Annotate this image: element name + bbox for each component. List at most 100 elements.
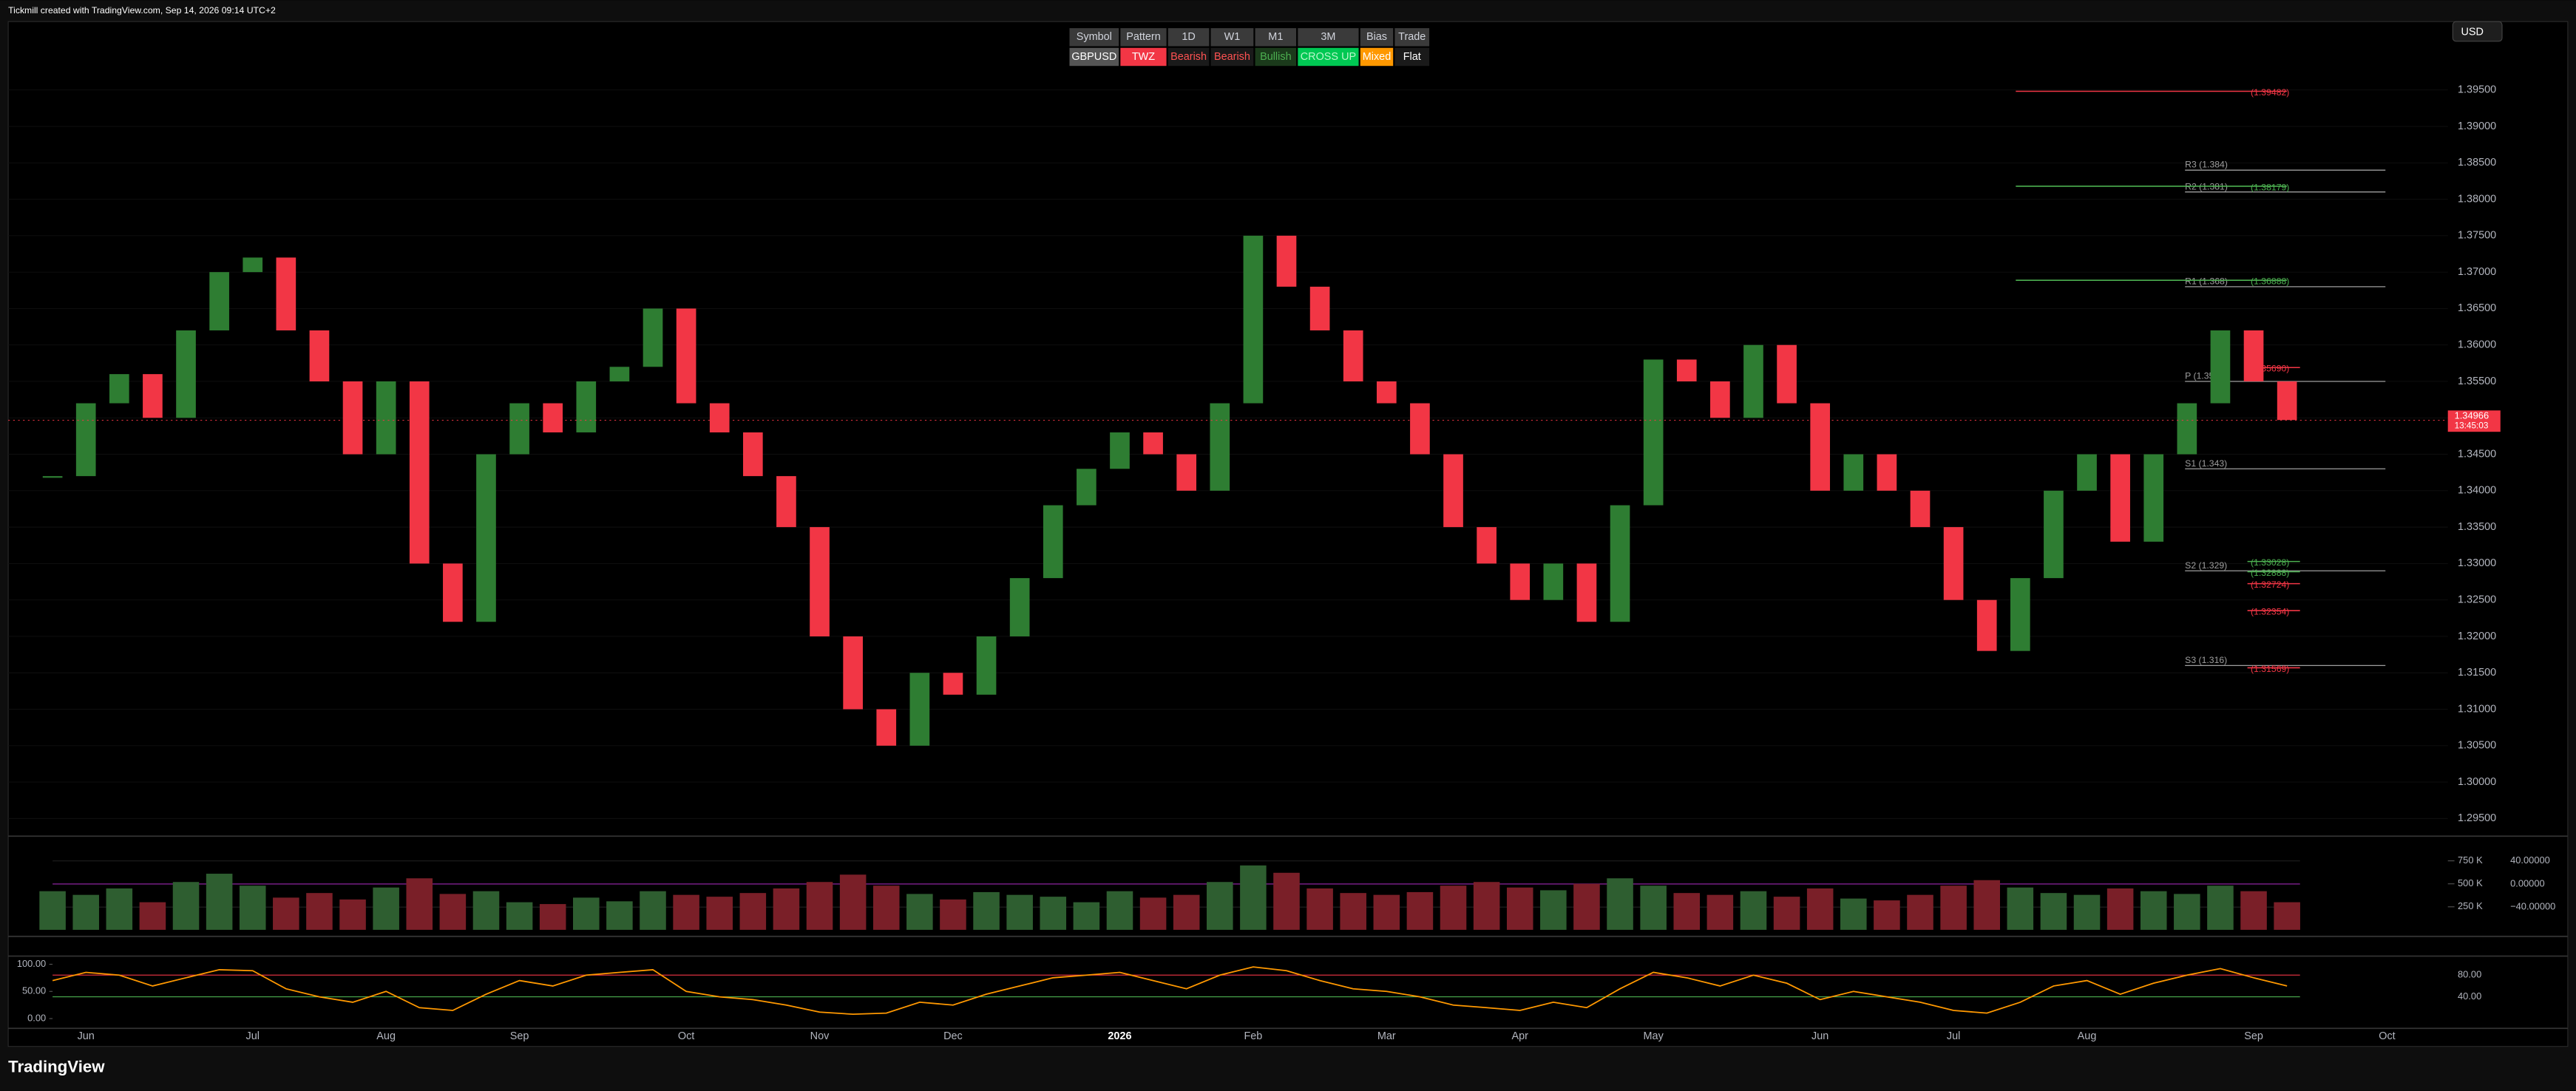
candle <box>476 454 496 622</box>
candle <box>1077 469 1097 506</box>
y-tick-label: 1.31000 <box>2458 703 2496 715</box>
volume-bar <box>406 878 433 930</box>
candle <box>1376 381 1397 404</box>
volume-bar <box>1673 893 1701 930</box>
x-tick-label: Sep <box>510 1030 529 1042</box>
table-cell <box>1167 47 1210 67</box>
candle <box>943 673 963 695</box>
volume-bar <box>706 897 733 930</box>
volume-bar <box>1106 891 1133 930</box>
level-label: (1.31569) <box>2251 664 2289 674</box>
table-header: 1D <box>1182 31 1195 43</box>
volume-bar <box>1607 878 1633 930</box>
volume-bar <box>1506 887 1533 930</box>
brand: TradingView <box>8 1057 105 1075</box>
volume-bar <box>1973 880 2000 930</box>
y-tick-label: 1.33000 <box>2458 557 2496 569</box>
table-value: Bearish <box>1214 51 1250 63</box>
candle <box>443 563 463 622</box>
candle <box>2277 381 2297 421</box>
last-price: 1.34966 <box>2455 409 2489 421</box>
volume-bar <box>1040 897 1067 930</box>
x-tick-label: 2026 <box>1108 1030 1131 1042</box>
candle <box>1309 286 1330 330</box>
y-tick-label: 1.35500 <box>2458 375 2496 387</box>
x-tick-label: Feb <box>1244 1030 1262 1042</box>
x-tick-label: Sep <box>2244 1030 2263 1042</box>
candle <box>1343 330 1363 381</box>
volume-bar <box>306 893 333 930</box>
table-value: Flat <box>1403 51 1421 63</box>
volume-bar <box>1240 865 1267 930</box>
stoch-tick-label: 0.00 <box>27 1012 46 1023</box>
volume-bar <box>1706 894 1734 930</box>
y-tick-label: 1.39500 <box>2458 84 2496 96</box>
volume-bar <box>1006 894 1033 930</box>
candle <box>1510 563 1531 600</box>
x-tick-label: Mar <box>1377 1030 1396 1042</box>
stoch-tick-label: 50.00 <box>22 985 46 996</box>
table-header-cell <box>1255 28 1297 47</box>
last-price-box <box>2447 410 2501 432</box>
volume-bar <box>39 891 66 930</box>
candle <box>742 432 763 477</box>
volume-bar <box>1306 888 1333 930</box>
table-header-cell <box>1167 28 1210 47</box>
pivot-label: R3 (1.384) <box>2185 160 2228 170</box>
table-value: GBPUSD <box>1071 51 1116 63</box>
volume-bar <box>1373 894 1400 930</box>
level-label: (1.33028) <box>2251 557 2289 568</box>
volume-bar <box>339 899 366 930</box>
x-tick-label: Jun <box>78 1030 95 1042</box>
volume-bar <box>1406 891 1434 930</box>
volume-bar <box>1273 872 1300 930</box>
volume-bar <box>573 897 600 930</box>
volume-bar <box>2240 891 2267 930</box>
pivot-label: S2 (1.329) <box>2185 560 2227 571</box>
level-label: (1.39482) <box>2251 87 2289 98</box>
volume-tick-label: 500 K <box>2458 877 2483 888</box>
volume-bar <box>1740 891 1767 930</box>
table-header: Bias <box>1366 31 1387 43</box>
x-tick-label: Oct <box>678 1030 694 1042</box>
stochastic-line <box>52 966 2288 1016</box>
volume-bar <box>172 882 200 930</box>
candle <box>1610 505 1630 622</box>
volume-bar <box>1540 890 1567 930</box>
candle <box>1943 527 1964 600</box>
candle <box>1276 235 1297 287</box>
candle <box>1110 432 1130 469</box>
x-tick-label: Jun <box>1811 1030 1828 1042</box>
candle <box>776 476 796 528</box>
candle <box>1477 527 1497 564</box>
y-tick-label: 1.38500 <box>2458 157 2496 169</box>
candle <box>376 381 396 455</box>
volume-bar <box>2274 902 2300 930</box>
stoch-level-label: 80.00 <box>2458 969 2481 980</box>
candle <box>176 330 196 418</box>
volume-bar <box>2007 887 2034 930</box>
currency-button[interactable] <box>2452 21 2503 42</box>
table-header-cell <box>1120 28 1167 47</box>
countdown: 13:45:03 <box>2455 421 2489 431</box>
candle <box>1576 563 1597 622</box>
volume-bar <box>739 893 767 930</box>
y-tick-label: 1.31500 <box>2458 667 2496 679</box>
volume-tick-label: 250 K <box>2458 900 2483 911</box>
volume-tick-label: 750 K <box>2458 854 2483 866</box>
currency-label[interactable]: USD <box>2461 26 2483 38</box>
oscillator-tick-label: 0.00000 <box>2510 877 2545 888</box>
volume-bar <box>2073 894 2101 930</box>
x-tick-label: Aug <box>2078 1030 2097 1042</box>
candle <box>2077 454 2097 491</box>
candle <box>876 709 897 746</box>
y-tick-label: 1.39000 <box>2458 120 2496 132</box>
candle <box>976 636 997 695</box>
oscillator-tick-label: 40.00000 <box>2510 854 2550 866</box>
volume-bar <box>1940 886 1967 930</box>
y-tick-label: 1.37000 <box>2458 266 2496 278</box>
volume-bar <box>606 901 633 930</box>
volume-bar <box>206 874 233 930</box>
candle <box>1043 505 1063 579</box>
